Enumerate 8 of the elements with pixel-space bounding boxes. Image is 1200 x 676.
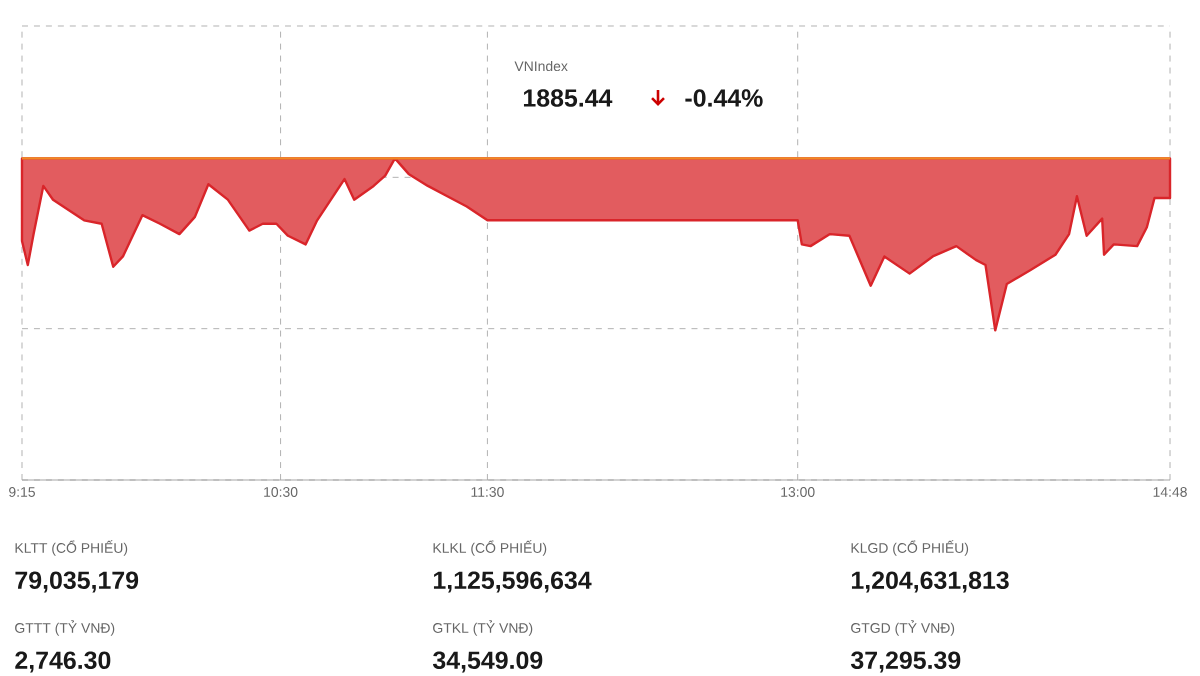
- text: 2,746.30: [15, 651, 111, 673]
- text: 37,295.39: [850, 651, 961, 673]
- text: 1,125,596,634: [433, 571, 592, 593]
- text: 1,204,631,813: [851, 571, 1009, 593]
- text: 1885.44: [523, 89, 613, 107]
- text: 79,035,179: [15, 571, 139, 593]
- text: 34,549.09: [432, 651, 543, 673]
- text: -0.44%: [685, 89, 763, 107]
